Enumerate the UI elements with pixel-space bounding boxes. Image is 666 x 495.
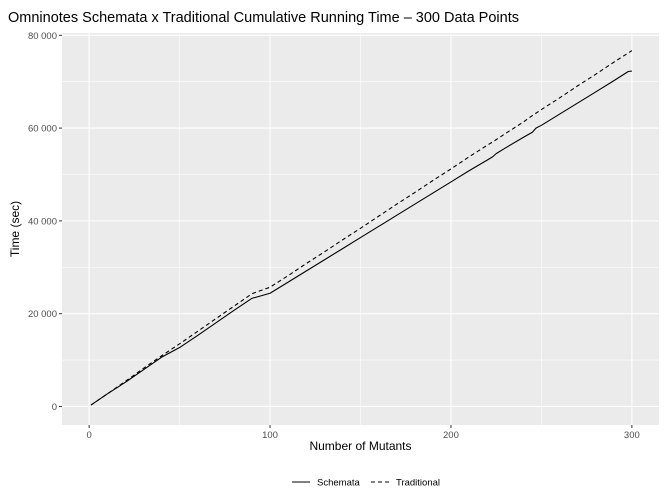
- y-tick-label: 60 000: [28, 124, 57, 135]
- x-tick-label: 200: [443, 430, 459, 441]
- chart-title: Omninotes Schemata x Traditional Cumulat…: [8, 10, 519, 26]
- y-tick-label: 40 000: [28, 216, 57, 227]
- x-tick-label: 300: [624, 430, 640, 441]
- grid-minor: [62, 33, 659, 425]
- axis-ticks: [59, 34, 633, 428]
- y-tick-label: 80 000: [28, 31, 57, 42]
- grid-major: [62, 33, 659, 425]
- x-tick-label: 0: [86, 430, 91, 441]
- series-line-traditional: [90, 50, 633, 406]
- legend-label-schemata: Schemata: [317, 478, 360, 489]
- y-tick-label: 0: [52, 402, 57, 413]
- x-axis-title: Number of Mutants: [309, 439, 411, 453]
- y-tick-label: 20 000: [28, 309, 57, 320]
- x-tick-labels: 0 100 200 300: [86, 430, 639, 441]
- legend-label-traditional: Traditional: [396, 478, 440, 489]
- x-tick-label: 100: [262, 430, 278, 441]
- series-line-schemata: [90, 70, 632, 406]
- series-layer: [90, 50, 633, 406]
- y-tick-labels: 0 20 000 40 000 60 000 80 000: [28, 31, 57, 413]
- y-axis-title: Time (sec): [8, 201, 22, 257]
- legend: Schemata Traditional: [292, 478, 440, 489]
